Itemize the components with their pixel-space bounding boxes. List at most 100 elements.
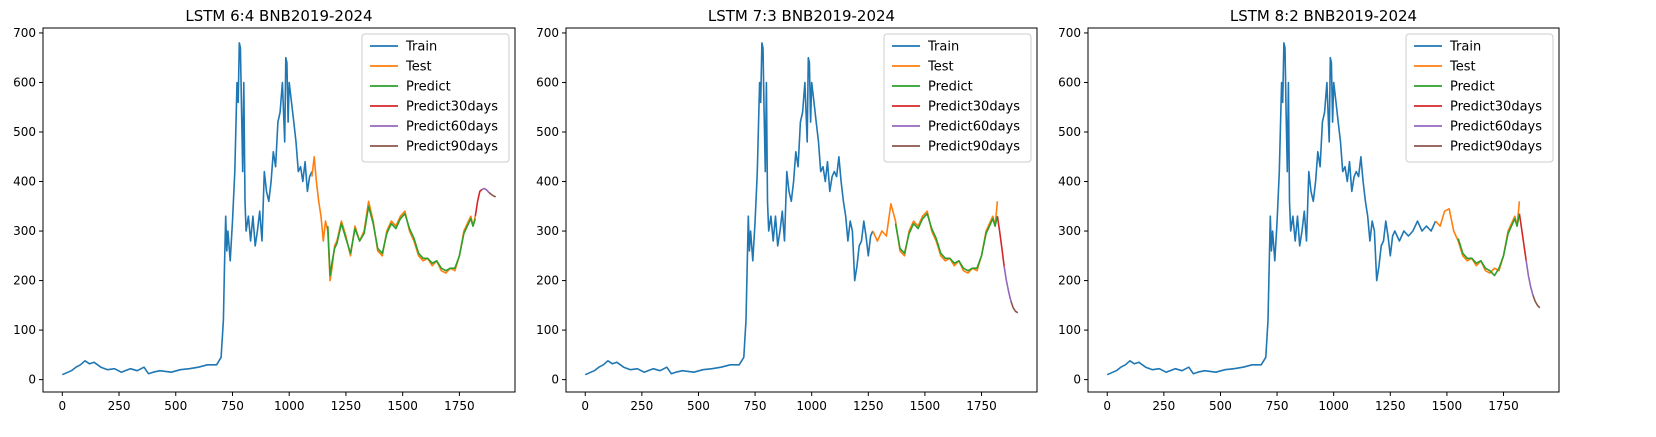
y-tick-label: 200 [1058,274,1081,288]
y-tick-label: 0 [1073,373,1081,387]
series-line-predict [327,205,477,277]
y-tick-label: 700 [1058,26,1081,40]
series-line-predict60days [481,187,490,193]
axes-frame [42,27,516,393]
y-tick-label: 100 [536,323,559,337]
y-tick-label: 600 [1058,75,1081,89]
x-tick-label: 0 [58,399,66,413]
x-tick-label: 1500 [387,399,418,413]
y-tick-label: 300 [1058,224,1081,238]
series-line-predict90days [1010,301,1019,314]
y-tick-label: 200 [13,274,36,288]
series-line-predict30days [1518,213,1527,261]
legend-label: Predict30days [406,100,498,115]
legend-label: Predict90days [406,140,498,155]
series-line-test [311,156,477,282]
y-tick-label: 400 [1058,175,1081,189]
x-tick-label: 0 [581,399,589,413]
legend-label: Predict30days [1450,100,1542,115]
series-group [584,42,1019,376]
x-tick-label: 250 [108,399,131,413]
x-tick-label: 750 [221,399,244,413]
legend-box [883,33,1032,163]
y-tick-label: 700 [536,26,559,40]
series-group [61,42,497,376]
y-tick-label: 600 [536,75,559,89]
x-tick-label: 1250 [1375,399,1406,413]
legend-label: Test [1449,60,1476,75]
y-tick-label: 0 [28,373,36,387]
legend-label: Predict [928,80,973,95]
legend-box [361,33,510,163]
legend: Train Test Predict Predict30days Predict60da… [361,33,510,163]
legend-label: Predict60days [1450,120,1542,135]
x-tick-label: 750 [744,399,767,413]
x-tick-label: 500 [687,399,710,413]
series-line-train [584,42,874,376]
series-line-predict60days [1525,260,1534,296]
legend-label: Predict [406,80,451,95]
chart-title: LSTM 8:2 BNB2019-2024 [1230,7,1417,25]
x-tick-label: 1750 [444,399,475,413]
x-tick-label: 0 [1103,399,1111,413]
y-tick-label: 100 [1058,323,1081,337]
series-line-predict30days [996,216,1005,267]
x-tick-label: 1500 [910,399,941,413]
x-tick-label: 1750 [1488,399,1519,413]
legend-label: Predict60days [928,120,1020,135]
y-tick-label: 500 [13,125,36,139]
legend-label: Predict30days [928,100,1020,115]
series-line-train [61,42,313,376]
x-tick-label: 1000 [796,399,827,413]
y-tick-label: 300 [13,224,36,238]
x-tick-label: 250 [630,399,653,413]
x-tick-label: 500 [164,399,187,413]
series-line-train [1106,42,1437,376]
legend: Train Test Predict Predict30days Predict60da… [1405,33,1554,163]
y-tick-label: 600 [13,75,36,89]
x-tick-label: 1250 [331,399,362,413]
x-tick-label: 750 [1266,399,1289,413]
legend-label: Test [405,60,432,75]
x-tick-label: 1000 [274,399,305,413]
legend: Train Test Predict Predict30days Predict60da… [883,33,1032,163]
series-line-predict90days [1532,295,1541,309]
y-tick-label: 700 [13,26,36,40]
y-tick-label: 300 [536,224,559,238]
chart-title: LSTM 7:3 BNB2019-2024 [708,7,895,25]
legend-label: Predict90days [1450,140,1542,155]
series-line-predict [1457,213,1521,277]
legend-label: Predict [1450,80,1495,95]
y-tick-label: 400 [536,175,559,189]
chart-title: LSTM 6:4 BNB2019-2024 [185,7,372,25]
legend-label: Predict60days [406,120,498,135]
x-tick-label: 250 [1152,399,1175,413]
legend-label: Test [927,60,954,75]
series-line-predict [894,212,999,272]
y-tick-label: 500 [1058,125,1081,139]
series-group [1106,42,1541,376]
axes-frame [1087,27,1560,393]
legend-label: Predict90days [928,140,1020,155]
axes-frame [565,27,1038,393]
chart-panel-1: LSTM 6:4 BNB2019-2024 0 250 500 750 1000 1250 1… [13,7,516,413]
series-line-predict30days [474,188,483,217]
legend-box [1405,33,1554,163]
x-tick-label: 1250 [853,399,884,413]
x-tick-label: 1500 [1432,399,1463,413]
legend-label: Train [1449,40,1481,55]
x-tick-label: 500 [1209,399,1232,413]
series-line-predict90days [488,191,497,198]
legend-label: Train [927,40,959,55]
x-tick-label: 1750 [966,399,997,413]
y-tick-label: 200 [536,274,559,288]
series-line-predict60days [1003,266,1012,302]
x-tick-label: 1000 [1318,399,1349,413]
y-tick-label: 400 [13,175,36,189]
y-tick-label: 0 [551,373,559,387]
y-tick-label: 500 [536,125,559,139]
